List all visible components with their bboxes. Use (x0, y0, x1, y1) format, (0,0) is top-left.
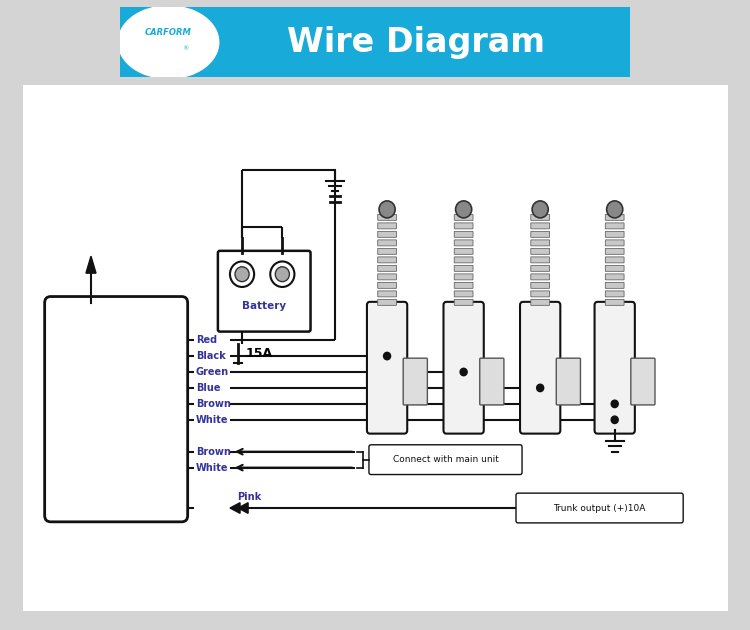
FancyBboxPatch shape (367, 302, 407, 433)
FancyBboxPatch shape (480, 358, 504, 405)
FancyBboxPatch shape (516, 493, 683, 523)
Text: Pink: Pink (237, 493, 261, 502)
FancyBboxPatch shape (605, 214, 624, 220)
FancyBboxPatch shape (605, 257, 624, 263)
Text: White: White (196, 462, 228, 472)
FancyBboxPatch shape (454, 257, 473, 263)
Circle shape (275, 266, 290, 282)
FancyBboxPatch shape (454, 265, 473, 272)
FancyBboxPatch shape (20, 83, 730, 613)
Circle shape (537, 384, 544, 392)
FancyBboxPatch shape (378, 265, 397, 272)
Circle shape (460, 369, 467, 375)
FancyBboxPatch shape (378, 214, 397, 220)
Text: Green: Green (196, 367, 229, 377)
Circle shape (379, 201, 395, 218)
FancyBboxPatch shape (531, 274, 550, 280)
FancyBboxPatch shape (454, 240, 473, 246)
FancyBboxPatch shape (443, 302, 484, 433)
FancyBboxPatch shape (378, 231, 397, 238)
Text: 15A: 15A (245, 347, 272, 360)
FancyBboxPatch shape (454, 231, 473, 238)
FancyBboxPatch shape (218, 251, 310, 331)
FancyBboxPatch shape (378, 291, 397, 297)
Text: Red: Red (196, 335, 217, 345)
Text: Black: Black (196, 351, 226, 361)
FancyBboxPatch shape (45, 297, 188, 522)
Text: Connect with main unit: Connect with main unit (392, 455, 499, 464)
Polygon shape (86, 256, 96, 273)
Text: ®: ® (182, 47, 188, 52)
Text: Blue: Blue (196, 383, 220, 393)
Circle shape (607, 201, 622, 218)
FancyBboxPatch shape (531, 257, 550, 263)
FancyBboxPatch shape (531, 282, 550, 289)
Text: CARFORM: CARFORM (145, 28, 192, 37)
Circle shape (270, 261, 295, 287)
FancyBboxPatch shape (378, 248, 397, 255)
FancyBboxPatch shape (378, 299, 397, 306)
Polygon shape (238, 503, 248, 513)
FancyBboxPatch shape (605, 231, 624, 238)
FancyBboxPatch shape (378, 257, 397, 263)
FancyBboxPatch shape (605, 274, 624, 280)
FancyBboxPatch shape (404, 358, 427, 405)
FancyBboxPatch shape (595, 302, 634, 433)
Circle shape (611, 400, 618, 408)
Circle shape (611, 416, 618, 423)
FancyBboxPatch shape (631, 358, 655, 405)
FancyBboxPatch shape (378, 282, 397, 289)
Circle shape (230, 261, 254, 287)
FancyBboxPatch shape (605, 223, 624, 229)
FancyBboxPatch shape (605, 299, 624, 306)
Text: Brown: Brown (196, 399, 230, 409)
FancyBboxPatch shape (454, 274, 473, 280)
FancyBboxPatch shape (605, 291, 624, 297)
FancyBboxPatch shape (556, 358, 580, 405)
FancyBboxPatch shape (378, 240, 397, 246)
FancyBboxPatch shape (531, 240, 550, 246)
FancyBboxPatch shape (531, 265, 550, 272)
FancyBboxPatch shape (531, 299, 550, 306)
FancyBboxPatch shape (531, 291, 550, 297)
FancyBboxPatch shape (454, 248, 473, 255)
Polygon shape (230, 503, 240, 513)
FancyBboxPatch shape (454, 299, 473, 306)
FancyBboxPatch shape (454, 223, 473, 229)
FancyBboxPatch shape (454, 214, 473, 220)
FancyBboxPatch shape (605, 240, 624, 246)
FancyBboxPatch shape (92, 0, 658, 114)
FancyBboxPatch shape (520, 302, 560, 433)
Ellipse shape (118, 5, 220, 79)
Circle shape (235, 266, 249, 282)
Text: Brown: Brown (196, 447, 230, 457)
FancyBboxPatch shape (531, 223, 550, 229)
Text: White: White (196, 415, 228, 425)
Text: Battery: Battery (242, 301, 286, 311)
Text: Wire Diagram: Wire Diagram (286, 26, 544, 59)
FancyBboxPatch shape (605, 282, 624, 289)
FancyBboxPatch shape (531, 231, 550, 238)
Circle shape (455, 201, 472, 218)
Circle shape (383, 352, 391, 360)
FancyBboxPatch shape (378, 274, 397, 280)
FancyBboxPatch shape (605, 248, 624, 255)
FancyBboxPatch shape (531, 214, 550, 220)
Text: Trunk output (+)10A: Trunk output (+)10A (554, 503, 646, 513)
FancyBboxPatch shape (454, 291, 473, 297)
FancyBboxPatch shape (605, 265, 624, 272)
FancyBboxPatch shape (531, 248, 550, 255)
FancyBboxPatch shape (454, 282, 473, 289)
Circle shape (532, 201, 548, 218)
FancyBboxPatch shape (369, 445, 522, 474)
FancyBboxPatch shape (378, 223, 397, 229)
